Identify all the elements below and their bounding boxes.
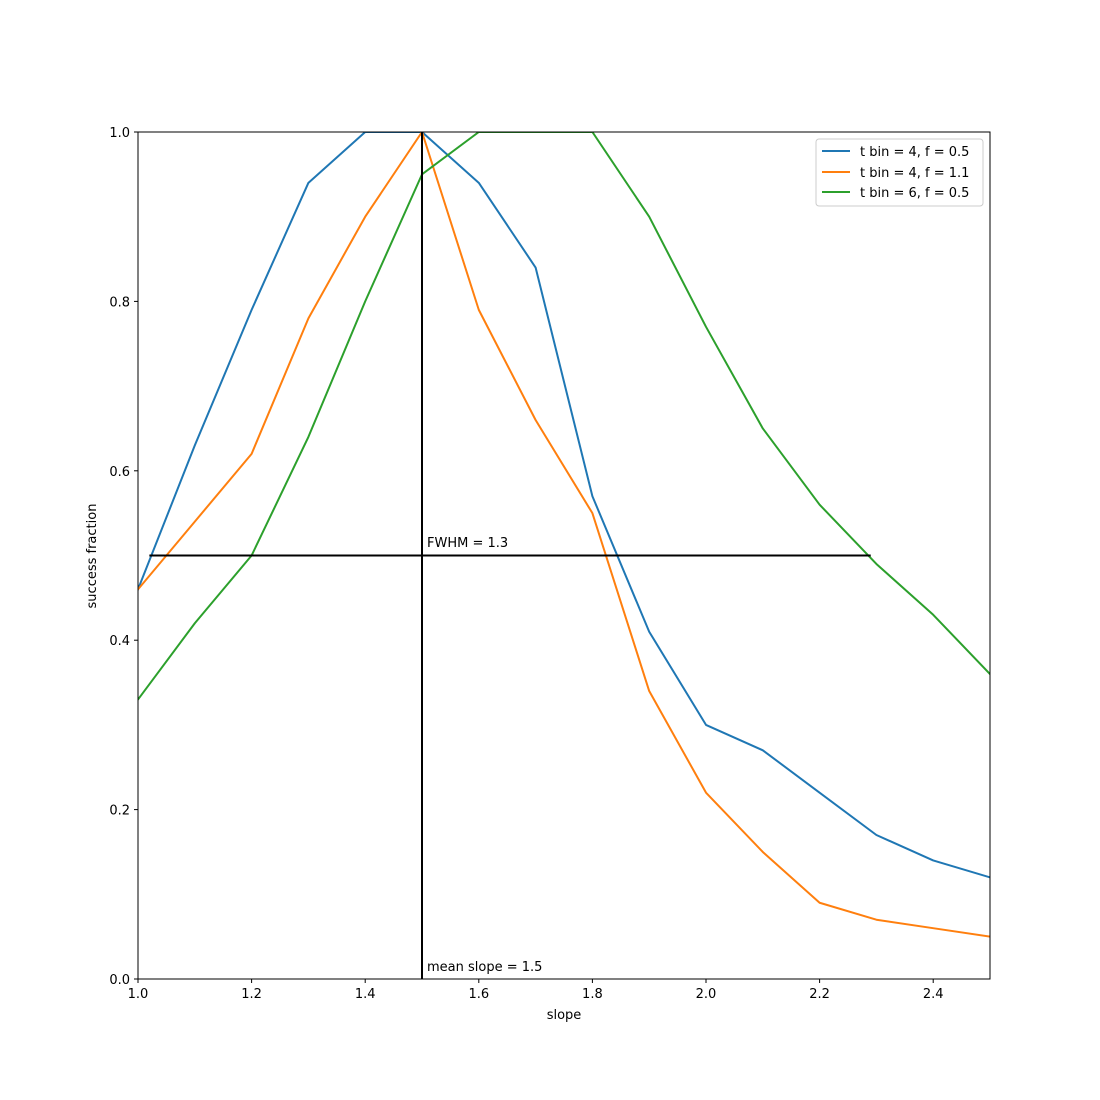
x-tick-label: 1.0 (128, 987, 149, 1002)
legend-label-series-3: t bin = 6, f = 0.5 (860, 186, 969, 201)
y-axis-title: success fraction (85, 504, 100, 609)
plot-area (137, 131, 991, 980)
y-tick-label: 0.2 (109, 804, 130, 819)
x-tick-label: 2.4 (923, 987, 944, 1002)
y-tick-label: 0.4 (109, 634, 130, 649)
legend-label-series-1: t bin = 4, f = 0.5 (860, 145, 969, 160)
series-layer (138, 132, 990, 938)
series-line-1 (138, 132, 990, 879)
legend: t bin = 4, f = 0.5 t bin = 4, f = 1.1 t … (815, 138, 984, 207)
fwhm-label: FWHM = 1.3 (427, 536, 508, 551)
y-tick-label: 0.6 (109, 465, 130, 480)
x-tick-label: 1.6 (468, 987, 489, 1002)
y-axis: 0.0 0.2 0.4 0.6 0.8 1.0 (109, 126, 138, 988)
series-line-3 (138, 132, 990, 701)
annotation-layer (149, 132, 871, 979)
x-axis-title: slope (547, 1008, 582, 1023)
legend-label-series-2: t bin = 4, f = 1.1 (860, 166, 969, 181)
x-tick-label: 1.4 (355, 987, 376, 1002)
y-tick-label: 0.0 (109, 973, 130, 988)
plot-frame (137, 131, 991, 980)
x-tick-label: 1.2 (241, 987, 262, 1002)
y-tick-label: 0.8 (109, 295, 130, 310)
series-line-2 (138, 132, 990, 938)
x-tick-label: 2.2 (809, 987, 830, 1002)
mean-slope-label: mean slope = 1.5 (427, 960, 542, 975)
x-tick-label: 2.0 (696, 987, 717, 1002)
x-axis: 1.0 1.2 1.4 1.6 1.8 2.0 2.2 2.4 (128, 979, 944, 1002)
legend-frame (815, 138, 984, 207)
y-tick-label: 1.0 (109, 126, 130, 141)
x-tick-label: 1.8 (582, 987, 603, 1002)
